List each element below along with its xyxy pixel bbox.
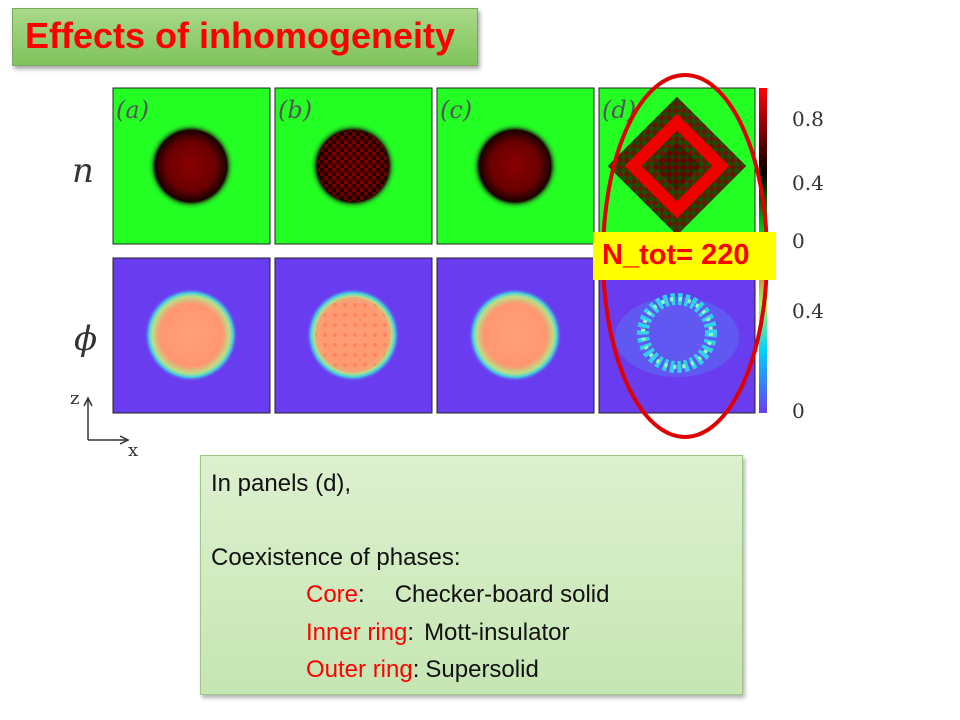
phi-panel-b xyxy=(274,257,433,414)
panel-label-b: (b) xyxy=(278,96,312,124)
n-panel-d: (d) xyxy=(598,87,756,245)
row-label-n: n xyxy=(72,151,94,191)
ntot-annotation: N_tot= 220 xyxy=(593,232,776,280)
phi-panel-a xyxy=(112,257,271,414)
panel-label-c: (c) xyxy=(440,96,472,124)
phi-row: 0.4 0 ϕ xyxy=(74,257,824,423)
n-tick-08: 0.8 xyxy=(792,107,824,131)
row-label-phi: ϕ xyxy=(74,319,97,359)
notes-intro: In panels (d), xyxy=(211,470,352,497)
panel-label-a: (a) xyxy=(116,96,149,124)
item-sep: : xyxy=(412,656,420,683)
item-value: Checker-board solid xyxy=(394,581,610,608)
phi-panel-d xyxy=(598,257,756,414)
ntot-label: N_tot= 220 xyxy=(602,239,750,271)
slide-title-box: Effects of inhomogeneity xyxy=(12,8,478,66)
notes-heading: Coexistence of phases: xyxy=(211,544,461,571)
n-panel-c: (c) xyxy=(436,87,595,245)
item-value: Mott-insulator xyxy=(424,619,570,646)
axis-label-x: x xyxy=(128,440,138,461)
notes-box: In panels (d), Coexistence of phases: Co… xyxy=(200,455,743,695)
item-key: Outer ring xyxy=(306,656,413,683)
axis-label-z: z xyxy=(70,388,79,409)
notes-item-inner-ring: Inner ring: Mott-insulator xyxy=(306,619,569,647)
slide-title: Effects of inhomogeneity xyxy=(25,15,456,56)
n-tick-04: 0.4 xyxy=(792,171,824,195)
item-key: Inner ring xyxy=(306,619,408,646)
phi-colorbar xyxy=(759,258,767,413)
n-panel-b: (b) xyxy=(274,87,433,245)
item-sep: : xyxy=(407,619,415,646)
phi-tick-0: 0 xyxy=(792,399,805,423)
n-panel-a: (a) xyxy=(112,87,271,245)
item-value: Supersolid xyxy=(425,656,539,683)
n-colorbar xyxy=(759,88,767,244)
phi-panel-c xyxy=(436,257,595,414)
notes-item-core: Core: Checker-board solid xyxy=(306,581,609,609)
axes-indicator: z x xyxy=(70,388,138,461)
notes-item-outer-ring: Outer ring: Supersolid xyxy=(306,656,539,684)
item-key: Core xyxy=(306,581,359,608)
n-tick-0: 0 xyxy=(792,229,805,253)
item-sep: : xyxy=(358,581,365,608)
n-row: (a) (b) (c) (d) 0.8 0.4 0 n xyxy=(72,87,824,253)
phi-tick-04: 0.4 xyxy=(792,299,824,323)
